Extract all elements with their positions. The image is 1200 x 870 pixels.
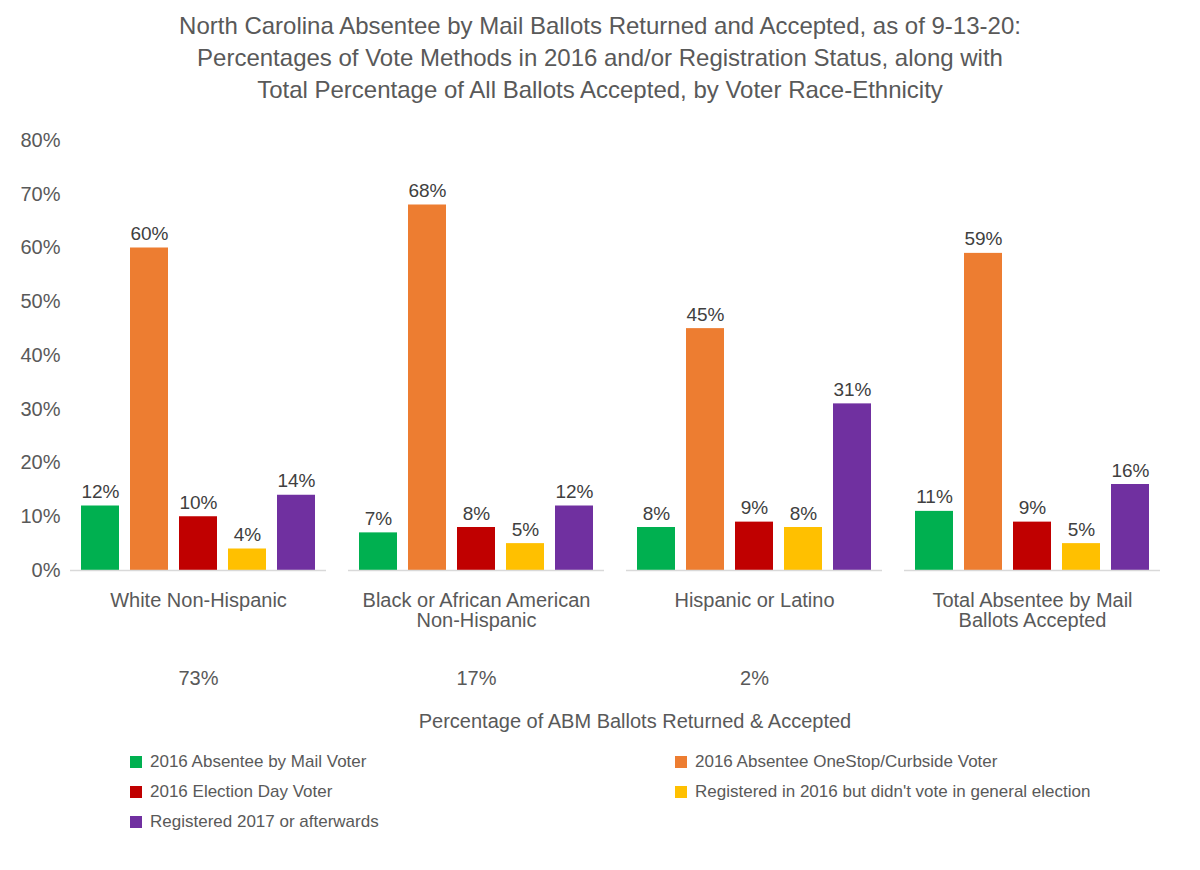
- svg-text:8%: 8%: [790, 503, 818, 524]
- svg-text:5%: 5%: [1068, 519, 1096, 540]
- svg-text:Total Absentee by MailBallots: Total Absentee by MailBallots Accepted: [932, 589, 1132, 631]
- svg-text:12%: 12%: [555, 481, 593, 502]
- html-text:2016 Election Day Voter: 2016 Election Day Voter: [150, 782, 333, 801]
- svg-text:68%: 68%: [408, 180, 446, 201]
- svg-text:Black or African AmericanNon-H: Black or African AmericanNon-Hispanic: [363, 589, 591, 631]
- svg-text:5%: 5%: [512, 519, 540, 540]
- svg-text:73%: 73%: [178, 667, 218, 689]
- svg-text:11%: 11%: [916, 486, 953, 507]
- svg-text:40%: 40%: [20, 344, 60, 366]
- html-text:Percentage of ABM Ballots Retu: Percentage of ABM Ballots Returned & Acc…: [418, 710, 852, 732]
- svg-text:59%: 59%: [964, 228, 1002, 249]
- html-text:Registered in 2016 but didn't: Registered in 2016 but didn't vote in ge…: [695, 782, 1091, 801]
- svg-text:2%: 2%: [740, 667, 769, 689]
- svg-text:10%: 10%: [20, 505, 60, 527]
- svg-text:White Non-Hispanic: White Non-Hispanic: [110, 589, 287, 611]
- svg-text:31%: 31%: [833, 379, 871, 400]
- svg-text:17%: 17%: [456, 667, 496, 689]
- svg-text:70%: 70%: [20, 183, 60, 205]
- svg-text:60%: 60%: [20, 236, 60, 258]
- svg-text:4%: 4%: [234, 524, 262, 545]
- svg-text:14%: 14%: [277, 470, 315, 491]
- svg-text:50%: 50%: [20, 290, 60, 312]
- svg-text:60%: 60%: [130, 223, 168, 244]
- svg-text:10%: 10%: [179, 492, 217, 513]
- svg-text:8%: 8%: [643, 503, 671, 524]
- svg-text:7%: 7%: [365, 508, 393, 529]
- html-text:Registered 2017 or afterwards: Registered 2017 or afterwards: [150, 812, 379, 831]
- svg-text:12%: 12%: [81, 481, 119, 502]
- svg-text:8%: 8%: [463, 503, 491, 524]
- svg-text:Hispanic or Latino: Hispanic or Latino: [674, 589, 834, 611]
- svg-text:45%: 45%: [686, 304, 724, 325]
- svg-text:9%: 9%: [1019, 497, 1047, 518]
- html-text:North Carolina Absentee by Mai: North Carolina Absentee by Mail Ballots …: [179, 12, 1021, 103]
- svg-text:30%: 30%: [20, 398, 60, 420]
- svg-text:20%: 20%: [20, 451, 60, 473]
- svg-text:80%: 80%: [20, 129, 60, 151]
- svg-text:9%: 9%: [741, 497, 769, 518]
- html-text:2016 Absentee OneStop/Curbside: 2016 Absentee OneStop/Curbside Voter: [695, 752, 998, 771]
- html-text:2016 Absentee by Mail Voter: 2016 Absentee by Mail Voter: [150, 752, 367, 771]
- svg-text:0%: 0%: [32, 559, 61, 581]
- svg-text:16%: 16%: [1111, 460, 1149, 481]
